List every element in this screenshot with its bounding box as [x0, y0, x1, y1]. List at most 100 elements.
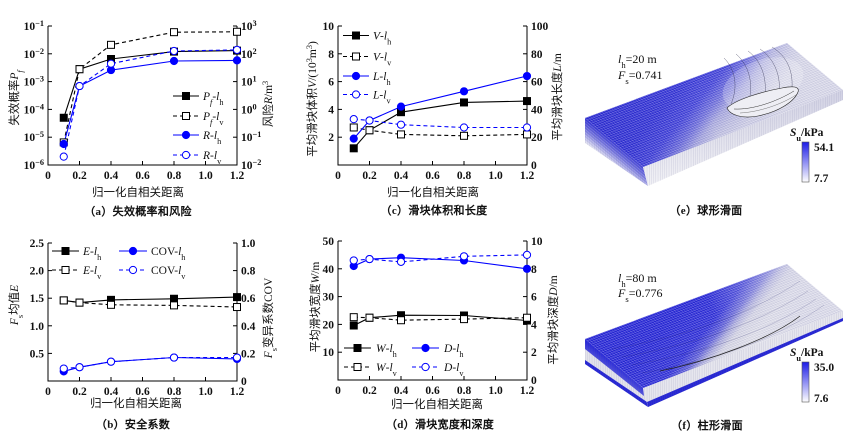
contour-line: [723, 57, 736, 105]
text-part: f: [210, 98, 214, 107]
text-part: V: [307, 79, 319, 88]
text-part: 10: [531, 236, 543, 248]
x-tick-label: 1.2: [230, 386, 245, 398]
text-part: 1.0: [198, 170, 213, 182]
legend-marker: [182, 92, 190, 100]
text-part: 平均滑块长度: [550, 71, 564, 140]
y-left-tick-label: 10−5: [24, 130, 44, 145]
correlation-length-annotation: lh=80 m: [618, 271, 657, 289]
text-part: l: [456, 362, 459, 374]
y-right-tick-label: 20: [531, 132, 543, 144]
panel-caption: （d）滑块宽度和深度: [386, 417, 495, 431]
text-part: 2: [253, 46, 257, 55]
text-part: -: [380, 31, 384, 43]
data-point-d-lv: [396, 257, 406, 266]
y-left-tick-label: 20: [323, 319, 335, 331]
x-tick-label: 1.0: [488, 385, 503, 397]
colorbar: [801, 141, 810, 183]
y-left-tick-label: 10−1: [24, 19, 44, 34]
data-point-cov-lv: [59, 364, 68, 373]
data-point-e-lh: [170, 294, 178, 303]
data-point-d-lv: [459, 252, 469, 261]
panel-caption: （e）球形滑面: [670, 203, 743, 217]
data-point-l-lv: [365, 116, 374, 125]
text-part: 3: [305, 45, 314, 49]
text-part: u: [796, 354, 801, 363]
text-part: -: [212, 111, 216, 123]
text-part: 50: [323, 236, 335, 248]
text-part: −1: [253, 130, 262, 139]
text-part: 0.2: [72, 170, 87, 182]
text-part: F: [617, 286, 626, 300]
data-point-pf-lv: [170, 28, 178, 37]
text-part: s: [270, 348, 279, 351]
text-part: W: [310, 272, 322, 283]
y-right-tick-label: 2: [531, 347, 537, 359]
data-point-cov-lv: [75, 363, 84, 372]
text-part: f: [210, 118, 214, 127]
x-axis-title: 归一化自相关距离: [90, 396, 182, 410]
legend-marker: [353, 344, 362, 352]
legend-marker: [351, 90, 361, 99]
text-part: 2: [531, 347, 537, 359]
x-tick-label: 1.2: [520, 170, 535, 182]
slope-model-3d: [585, 43, 843, 186]
text-part: −1: [35, 19, 44, 28]
data-point-l-lh: [522, 71, 532, 81]
text-part: E: [82, 246, 90, 258]
y-right-tick-label: 8: [531, 264, 537, 276]
text-part: 1.2: [230, 170, 245, 182]
y-left-tick-label: 10: [323, 347, 335, 359]
text-part: 3: [253, 19, 257, 28]
chart-c-slide-volume-and-length: 平均滑块体积V/(103m3) 平均滑块长度L/m 归一化自相关距离 （c）滑块…: [305, 21, 565, 217]
text-part: P: [202, 91, 210, 103]
legend-item-r-lh: R-lh: [173, 130, 222, 146]
text-part: -: [452, 343, 456, 355]
x-tick-label: 0.4: [394, 385, 409, 397]
mesh-overlay-front-face: [643, 311, 843, 407]
series-line-w-lh: [353, 314, 528, 326]
text-part: 10: [241, 132, 253, 144]
legend: W-lhW-lvD-lhD-lv: [344, 343, 464, 378]
data-point-r-lv: [59, 152, 68, 161]
text-part: l: [383, 90, 386, 102]
text-part: l: [216, 111, 219, 123]
text-part: 10: [241, 160, 253, 172]
text-part: -: [174, 265, 178, 277]
colorbar-min-label: 7.6: [814, 393, 829, 405]
text-part: h: [219, 98, 224, 107]
text-part: 4: [531, 319, 537, 331]
series-line-d-lv: [353, 254, 528, 263]
text-part: v: [393, 369, 398, 378]
text-part: /m: [552, 53, 564, 65]
text-part: 失效概率: [7, 80, 21, 126]
data-point-e-lh: [233, 293, 241, 302]
text-part: -: [380, 52, 384, 64]
text-part: 1.0: [241, 238, 256, 250]
text-part: 100: [531, 21, 549, 33]
text-part: 1.0: [30, 321, 45, 333]
x-tick-label: 0.2: [72, 170, 87, 182]
data-point-pf-lv: [107, 40, 115, 49]
text-part: L: [372, 71, 379, 83]
text-part: 10: [24, 160, 36, 172]
text-part: 40: [531, 104, 543, 116]
text-part: -: [210, 150, 214, 162]
series-line-cov-lv: [63, 356, 237, 370]
text-part: 0: [45, 386, 51, 398]
y-left-tick-label: 40: [323, 264, 335, 276]
x-axis-title: 归一化自相关距离: [391, 397, 483, 411]
text-part: 0: [241, 376, 247, 388]
text-part: -: [90, 246, 94, 258]
chart-b-safety-factor: Fs均值E Fs变异系数COV 归一化自相关距离 （b）安全系数 0 0.2 0.4…: [8, 238, 279, 431]
text-part: -: [452, 362, 456, 374]
axes: 0 0.2 0.4 0.6 0.8 1.0 1.2 0.5 1.0 1.5 2.0 2.5 0 0.2 0.…: [30, 238, 256, 398]
text-part: l: [383, 71, 386, 83]
y-right-tick-label: 0.8: [241, 266, 256, 278]
mesh-overlay-top-short: [585, 43, 843, 167]
panel-caption: （a）失效概率和风险: [84, 204, 192, 218]
text-part: -: [212, 91, 216, 103]
x-tick-label: 0.6: [135, 170, 150, 182]
text-part: /kPa: [800, 347, 824, 359]
